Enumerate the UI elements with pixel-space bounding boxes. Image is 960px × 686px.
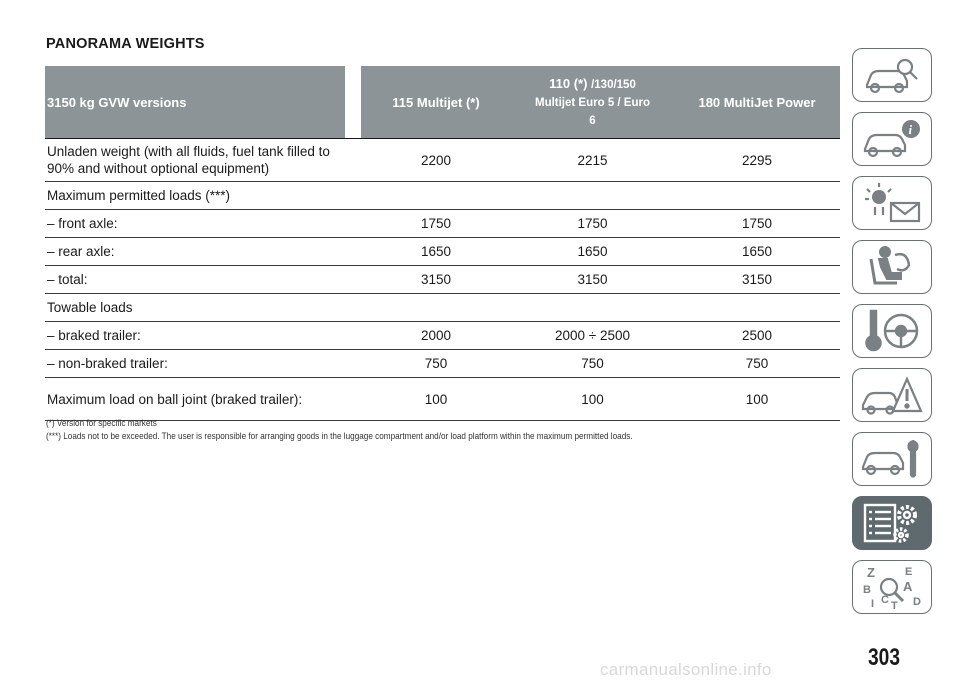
row-label: Towable loads (45, 293, 361, 322)
seat-airbag-icon (869, 246, 911, 285)
row-label: Unladen weight (with all fluids, fuel ta… (45, 138, 361, 182)
warning-light-message-icon (865, 183, 921, 223)
row-value (511, 181, 674, 210)
car-search-icon (865, 58, 918, 94)
svg-text:B: B (863, 584, 871, 596)
table-row: Unladen weight (with all fluids, fuel ta… (45, 138, 840, 182)
svg-text:i: i (909, 122, 913, 137)
table-row: – total: 3150 3150 3150 (45, 265, 840, 294)
svg-text:D: D (913, 596, 921, 608)
chapter-sidebar: i (852, 48, 934, 624)
tab-car-info[interactable]: i (852, 112, 932, 166)
table-row: – front axle: 1750 1750 1750 (45, 209, 840, 238)
row-value: 1750 (361, 209, 511, 238)
tab-technical-data[interactable] (852, 496, 932, 550)
row-value: 3150 (361, 265, 511, 294)
header-110-line3: 6 (589, 114, 596, 127)
page-title: PANORAMA WEIGHTS (46, 36, 205, 52)
row-label: – non-braked trailer: (45, 349, 361, 378)
row-value: 750 (674, 349, 840, 378)
svg-text:Z: Z (867, 565, 875, 580)
row-value: 100 (361, 377, 511, 421)
row-value: 2500 (674, 321, 840, 350)
svg-text:C: C (881, 594, 889, 606)
row-value (674, 181, 840, 210)
header-110-main: 110 (*) (549, 75, 588, 91)
row-value: 100 (674, 377, 840, 421)
footnotes: (*) Version for specific markets (***) L… (46, 418, 725, 443)
weights-table: 3150 kg GVW versions 115 Multijet (*) 11… (45, 66, 840, 421)
header-115-multijet: 115 Multijet (*) (361, 66, 511, 139)
watermark: carmanualsonline.info (600, 660, 772, 679)
row-value: 1750 (511, 209, 674, 238)
header-versions: 3150 kg GVW versions (45, 66, 345, 139)
tab-emergency[interactable] (852, 368, 932, 422)
row-value: 1750 (674, 209, 840, 238)
footnote-loads: (***) Loads not to be exceeded. The user… (46, 430, 633, 442)
row-label: Maximum permitted loads (***) (45, 181, 361, 210)
row-label: – braked trailer: (45, 321, 361, 350)
car-info-icon: i (863, 120, 920, 158)
row-value (674, 293, 840, 322)
header-110-multijet: 110 (*) /130/150 Multijet Euro 5 / Euro … (511, 66, 674, 139)
row-value: 2200 (361, 138, 511, 182)
row-value: 3150 (674, 265, 840, 294)
row-value (361, 293, 511, 322)
footnote-versions: (*) Version for specific markets (46, 418, 157, 429)
table-row: Maximum permitted loads (***) (45, 181, 840, 210)
row-value: 2000 ÷ 2500 (511, 321, 674, 350)
row-value (511, 293, 674, 322)
key-steering-wheel-icon (865, 309, 919, 352)
header-110-line2: Multijet Euro 5 / Euro (534, 96, 650, 109)
row-value: 2000 (361, 321, 511, 350)
row-value: 1650 (361, 237, 511, 266)
table-row: – braked trailer: 2000 2000 ÷ 2500 2500 (45, 321, 840, 350)
table-header-row: 3150 kg GVW versions 115 Multijet (*) 11… (45, 66, 840, 139)
row-value (361, 181, 511, 210)
row-label: – front axle: (45, 209, 361, 238)
row-label: Maximum load on ball joint (braked trail… (45, 377, 361, 421)
svg-text:A: A (903, 579, 913, 594)
car-wrench-icon (861, 439, 919, 478)
row-value: 750 (511, 349, 674, 378)
tab-starting-driving[interactable] (852, 304, 932, 358)
row-value: 100 (511, 377, 674, 421)
row-value: 1650 (674, 237, 840, 266)
row-value: 2215 (511, 138, 674, 182)
table-row: – rear axle: 1650 1650 1650 (45, 237, 840, 266)
tab-maintenance[interactable] (852, 432, 932, 486)
svg-text:I: I (871, 598, 874, 610)
row-value: 3150 (511, 265, 674, 294)
page-number: 303 (868, 644, 901, 671)
tab-safety[interactable] (852, 240, 932, 294)
row-value: 750 (361, 349, 511, 378)
spec-list-gear-icon (863, 503, 917, 543)
header-180-multijet-power: 180 MultiJet Power (674, 66, 840, 139)
row-label: – rear axle: (45, 237, 361, 266)
tab-warning-lights[interactable] (852, 176, 932, 230)
header-110-sub: /130/150 (591, 78, 636, 91)
svg-text:E: E (905, 566, 912, 578)
tab-car-search[interactable] (852, 48, 932, 102)
svg-text:T: T (891, 600, 898, 611)
table-row: Towable loads (45, 293, 840, 322)
row-value: 1650 (511, 237, 674, 266)
table-row: – non-braked trailer: 750 750 750 (45, 349, 840, 378)
table-row: Maximum load on ball joint (braked trail… (45, 377, 840, 421)
car-accident-warning-icon (861, 376, 923, 415)
row-value: 2295 (674, 138, 840, 182)
row-label: – total: (45, 265, 361, 294)
header-gap (345, 66, 361, 139)
